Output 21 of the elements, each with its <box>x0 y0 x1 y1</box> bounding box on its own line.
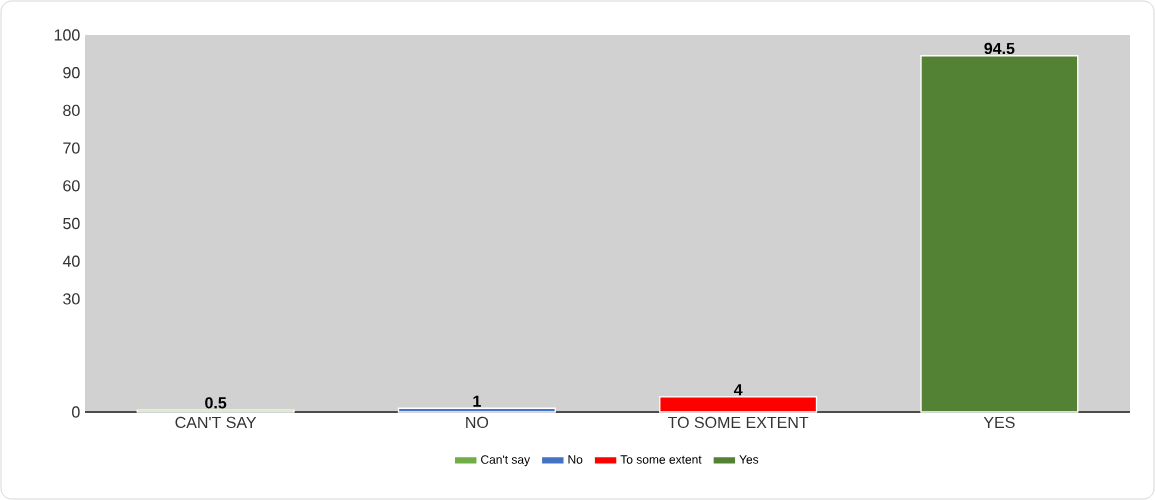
legend-label: Yes <box>739 455 759 464</box>
x-tick-label: CAN'T SAY <box>175 416 257 429</box>
y-tick-label: 30 <box>63 293 80 305</box>
y-tick-label: 90 <box>63 67 80 79</box>
x-tick-label: NO <box>466 416 489 429</box>
y-tick-label: 50 <box>63 217 80 230</box>
legend-label: Can't say <box>481 455 531 467</box>
data-label: 4 <box>733 384 743 396</box>
y-tick-label: 80 <box>63 104 80 117</box>
data-label: 0.5 <box>205 397 227 409</box>
x-tick-label: YES <box>983 416 1015 429</box>
legend-label: No <box>568 455 583 464</box>
x-tick-label: TO SOME EXTENT <box>667 416 809 429</box>
data-label: 1 <box>473 395 481 407</box>
y-tick-label: 60 <box>63 180 80 192</box>
data-label: 94.5 <box>984 42 1015 55</box>
y-tick-label: 100 <box>54 29 80 41</box>
y-tick-label: 0 <box>72 406 80 418</box>
legend-label: To some extent <box>620 455 702 464</box>
y-tick-label: 70 <box>63 142 80 154</box>
y-tick-label: 40 <box>62 255 80 267</box>
